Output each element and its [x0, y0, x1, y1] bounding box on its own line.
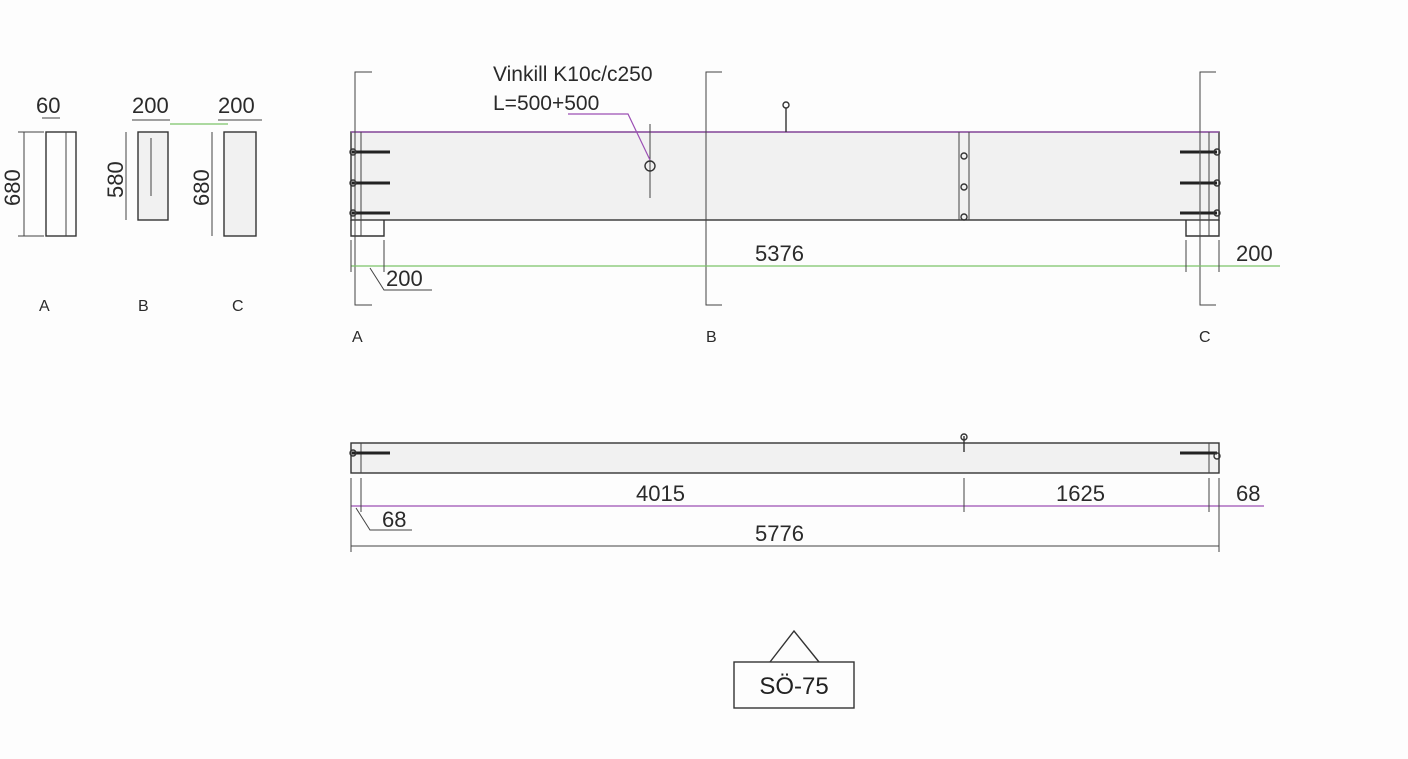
section-a: 60 680 A — [0, 93, 77, 315]
elevation-end-left: 200 — [386, 266, 423, 291]
section-c-width: 200 — [218, 93, 255, 118]
section-c-outline — [223, 131, 257, 237]
section-b-outline — [137, 131, 169, 221]
cut-line-a — [354, 71, 372, 306]
plan-view: 4015 1625 68 68 5776 — [349, 433, 1264, 552]
section-a-width: 60 — [36, 93, 60, 118]
section-c-height: 680 — [189, 169, 214, 206]
cut-line-c — [1199, 71, 1216, 306]
plan-seg2: 1625 — [1056, 481, 1105, 506]
plan-end-left: 68 — [382, 507, 406, 532]
annotation-line1: Vinkill K10c/c250 — [493, 63, 653, 86]
joint-hole-3 — [960, 213, 968, 221]
end-left-leader — [369, 267, 432, 291]
title-triangle — [769, 629, 820, 663]
elevation-end-right: 200 — [1236, 241, 1273, 266]
section-a-outline — [45, 131, 77, 237]
elevation-left-notch — [350, 220, 385, 237]
cut-label-b: B — [706, 329, 717, 346]
elevation-right-notch — [1185, 220, 1220, 237]
plan-beam — [350, 442, 1220, 474]
elevation-view: Vinkill K10c/c250 L=500+500 A B C 5376 2… — [349, 63, 1280, 346]
cut-label-c: C — [1199, 329, 1211, 346]
section-b-label: B — [138, 298, 149, 315]
right-anchors — [1180, 148, 1221, 217]
section-b-height: 580 — [103, 161, 128, 198]
title-mark-text: SÖ-75 — [759, 673, 828, 700]
section-c: 200 680 C — [189, 93, 262, 315]
plan-lifting-eye-icon — [960, 433, 968, 441]
section-b-width: 200 — [132, 93, 169, 118]
joint-hole-1 — [960, 152, 968, 160]
plan-total: 5776 — [755, 521, 804, 546]
angle-insert-icon — [644, 160, 656, 172]
joint-hole-2 — [960, 183, 968, 191]
lifting-eye-icon — [782, 101, 790, 109]
annotation-line2: L=500+500 — [493, 92, 599, 115]
plan-seg1: 4015 — [636, 481, 685, 506]
title-box — [733, 661, 855, 709]
left-anchors — [349, 148, 390, 217]
elevation-span: 5376 — [755, 241, 804, 266]
annotation-leader — [568, 113, 651, 161]
section-c-label: C — [232, 298, 244, 315]
cut-line-b — [705, 71, 722, 306]
plan-end-left-leader — [355, 507, 412, 531]
plan-end-right: 68 — [1236, 481, 1260, 506]
cut-label-a: A — [352, 329, 363, 346]
elevation-beam — [350, 131, 1220, 221]
section-a-height: 680 — [0, 169, 25, 206]
section-b: 200 580 B — [103, 93, 228, 315]
section-a-label: A — [39, 298, 50, 315]
title-mark: SÖ-75 — [733, 629, 855, 709]
